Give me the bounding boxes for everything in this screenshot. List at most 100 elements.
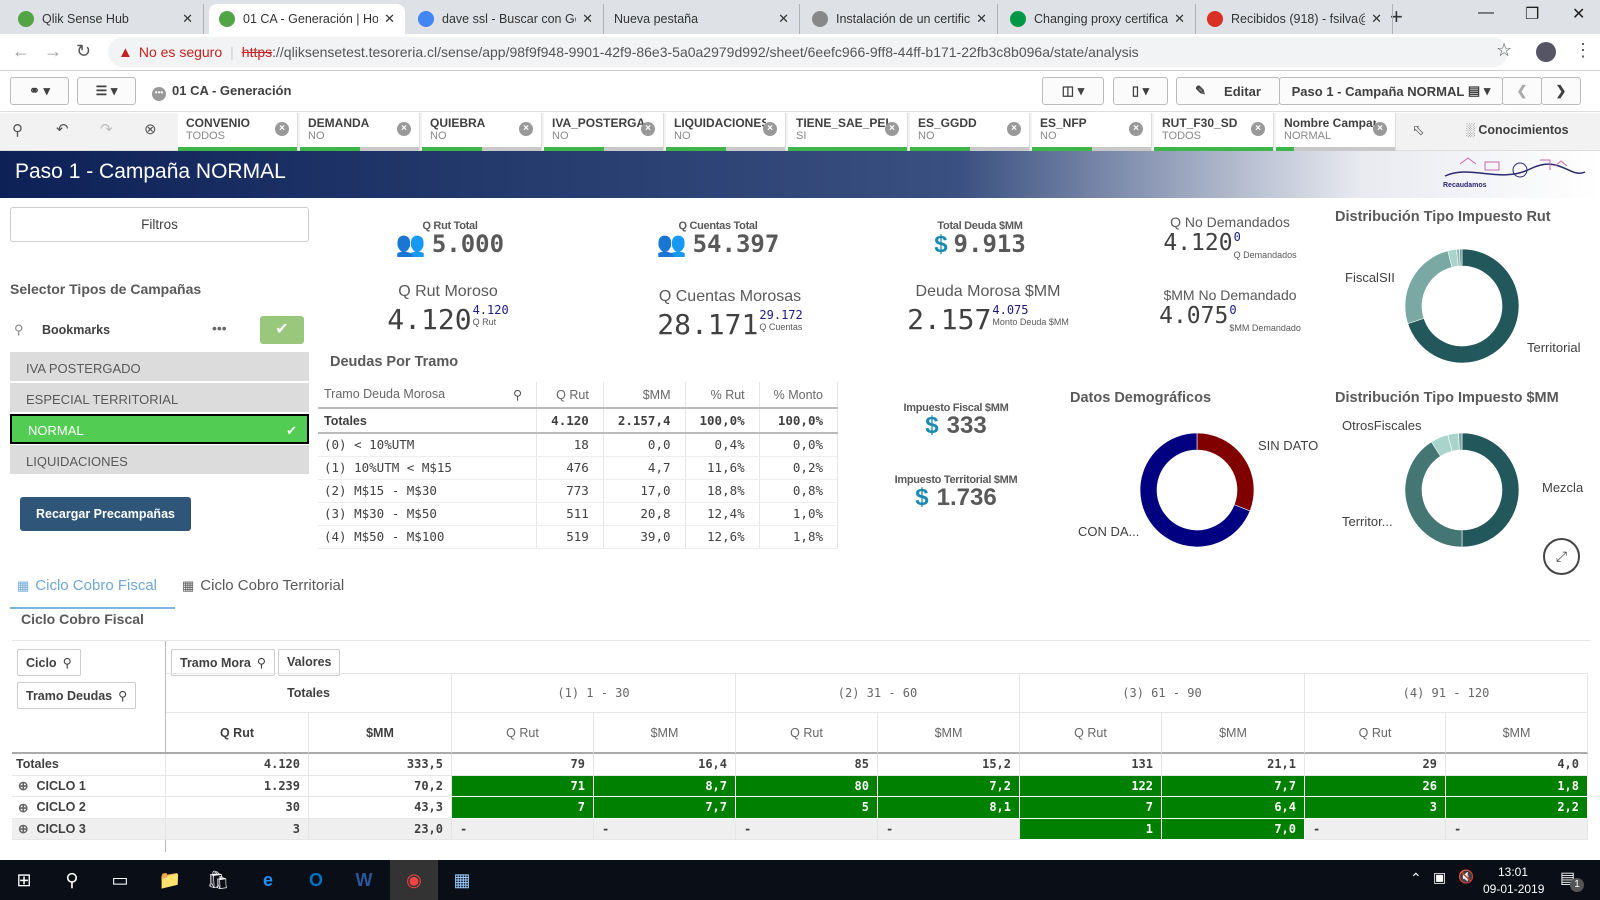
measure-header[interactable]: $MM xyxy=(594,713,736,754)
expand-plus-icon[interactable]: ⊕ xyxy=(18,778,28,793)
bookmarks-label[interactable]: Bookmarks xyxy=(42,323,110,337)
column-group-header[interactable]: (1) 1 - 30 xyxy=(452,673,736,713)
measure-header[interactable]: Q Rut xyxy=(1305,713,1446,754)
donut-slice[interactable] xyxy=(1462,433,1519,547)
global-menu-button[interactable]: ☰ ▾ xyxy=(77,77,136,105)
clear-selection-icon[interactable]: × xyxy=(519,122,533,136)
volume-muted-icon[interactable]: 🔇 xyxy=(1458,869,1474,885)
donut-slice[interactable] xyxy=(1197,433,1254,511)
browser-tab[interactable]: Instalación de un certificado✕ xyxy=(802,4,998,34)
store-icon[interactable]: 🛍 xyxy=(194,860,242,900)
search-icon[interactable]: ⚲ xyxy=(48,860,96,900)
clear-selection-icon[interactable]: × xyxy=(1007,122,1021,136)
notification-center-icon[interactable]: ▤1 xyxy=(1560,868,1575,888)
browser-tab[interactable]: Nueva pestaña✕ xyxy=(604,4,800,34)
column-header[interactable]: Q Rut xyxy=(537,382,604,408)
file-explorer-icon[interactable]: 📁 xyxy=(146,860,194,900)
donut-chart[interactable] xyxy=(1132,425,1262,555)
column-group-header[interactable]: Totales xyxy=(166,673,452,713)
next-sheet-button[interactable]: ❯ xyxy=(1541,77,1581,105)
selection-chip[interactable]: RUT_F30_SDTODOS× xyxy=(1154,113,1274,151)
network-icon[interactable]: ▣ xyxy=(1433,869,1446,886)
donut-chart[interactable] xyxy=(1397,241,1527,371)
donut-slice[interactable] xyxy=(1405,251,1452,324)
step-forward-icon[interactable]: ↷ xyxy=(100,120,113,138)
selection-chip[interactable]: ES_NFPNO× xyxy=(1032,113,1152,151)
clear-all-icon[interactable]: ⊗ xyxy=(144,120,157,138)
deudas-por-tramo-table[interactable]: Tramo Deuda Morosa⚲Q Rut$MM% Rut% Monto … xyxy=(318,382,838,560)
close-tab-icon[interactable]: ✕ xyxy=(384,11,395,27)
donut-slice[interactable] xyxy=(1405,442,1462,547)
search-icon[interactable]: ⚲ xyxy=(513,387,522,402)
navigation-menu-button[interactable]: ⚭ ▾ xyxy=(10,77,69,105)
measure-header[interactable]: $MM xyxy=(1162,713,1305,754)
clock-date[interactable]: 09-01-2019 xyxy=(1483,882,1544,896)
measure-header[interactable]: $MM xyxy=(1446,713,1588,754)
row-dimension-button[interactable]: Tramo Deudas⚲ xyxy=(17,682,136,709)
clear-selection-icon[interactable]: × xyxy=(763,122,777,136)
present-button[interactable]: ◫ ▾ xyxy=(1042,77,1104,105)
donut-slice[interactable] xyxy=(1459,249,1462,266)
security-warning[interactable]: No es seguro xyxy=(139,44,222,60)
selection-chip[interactable]: CONVENIOTODOS× xyxy=(178,113,298,151)
measure-header[interactable]: $MM xyxy=(878,713,1020,754)
clear-selection-icon[interactable]: × xyxy=(641,122,655,136)
close-tab-icon[interactable]: ✕ xyxy=(182,11,193,27)
reload-precampaigns-button[interactable]: Recargar Precampañas xyxy=(20,497,191,531)
column-header[interactable]: $MM xyxy=(603,382,685,408)
close-tab-icon[interactable]: ✕ xyxy=(976,11,987,27)
column-group-header[interactable]: (4) 91 - 120 xyxy=(1305,673,1588,713)
selection-chip[interactable]: DEMANDANO× xyxy=(300,113,420,151)
edit-button[interactable]: ✎Editar xyxy=(1176,77,1280,105)
column-header[interactable]: % Rut xyxy=(685,382,759,408)
browser-menu-icon[interactable]: ⋮ xyxy=(1574,40,1592,61)
selection-chip[interactable]: QUIEBRANO× xyxy=(422,113,542,151)
selection-chip[interactable]: IVA_POSTERGA...NO× xyxy=(544,113,664,151)
clock-time[interactable]: 13:01 xyxy=(1498,865,1528,879)
more-options-icon[interactable]: ••• xyxy=(212,320,227,336)
campaign-list-item[interactable]: IVA POSTERGADO xyxy=(10,352,309,382)
internet-explorer-icon[interactable]: e xyxy=(244,860,292,900)
pivot-row-header[interactable]: ⊕CICLO 1 xyxy=(12,776,166,798)
campaign-list-item[interactable]: NORMAL✔ xyxy=(10,414,309,444)
row-dimension-button[interactable]: Ciclo⚲ xyxy=(17,649,81,676)
browser-tab[interactable]: dave ssl - Buscar con Google✕ xyxy=(408,4,604,34)
smart-search-icon[interactable]: ⚲ xyxy=(12,121,23,139)
confirm-selection-button[interactable]: ✔ xyxy=(260,316,304,344)
chrome-icon[interactable]: ◉ xyxy=(390,860,438,900)
clear-selection-icon[interactable]: × xyxy=(1251,122,1265,136)
insights-button[interactable]: ░ Conocimientos xyxy=(1466,123,1569,137)
forward-icon[interactable]: → xyxy=(44,41,62,62)
close-tab-icon[interactable]: ✕ xyxy=(582,11,593,27)
table-row[interactable]: (3) M$30 - M$5051120,812,4%1,0% xyxy=(318,502,838,525)
selection-tool-icon[interactable]: ⬁ xyxy=(1412,121,1425,139)
windows-start-icon[interactable]: ⊞ xyxy=(0,860,48,900)
measure-header[interactable]: Q Rut xyxy=(1020,713,1162,754)
profile-avatar[interactable] xyxy=(1536,42,1556,62)
selection-chip[interactable]: Nombre CampanaNORMAL× xyxy=(1276,113,1396,151)
search-icon[interactable]: ⚲ xyxy=(14,322,24,338)
sheet-selector[interactable]: Paso 1 - Campaña NORMAL ▤ ▾ xyxy=(1279,77,1503,105)
remote-app-icon[interactable]: ▦ xyxy=(438,860,486,900)
column-dimension-button[interactable]: Valores xyxy=(278,649,340,676)
clear-selection-icon[interactable]: × xyxy=(1129,122,1143,136)
expand-icon[interactable]: ⤢ xyxy=(1543,538,1580,575)
clear-selection-icon[interactable]: × xyxy=(397,122,411,136)
pivot-row-header[interactable]: ⊕CICLO 3 xyxy=(12,819,166,841)
column-header[interactable]: % Monto xyxy=(759,382,837,408)
step-back-icon[interactable]: ↶ xyxy=(56,120,69,138)
column-dimension-button[interactable]: Tramo Mora⚲ xyxy=(171,649,275,676)
table-row[interactable]: (1) 10%UTM < M$154764,711,6%0,2% xyxy=(318,456,838,479)
close-tab-icon[interactable]: ✕ xyxy=(1174,11,1185,27)
tray-chevron-icon[interactable]: ⌃ xyxy=(1410,870,1422,887)
selection-chip[interactable]: ES_GGDDNO× xyxy=(910,113,1030,151)
close-window-icon[interactable]: ✕ xyxy=(1572,4,1585,24)
reload-icon[interactable]: ↻ xyxy=(76,41,91,62)
clear-selection-icon[interactable]: × xyxy=(1373,122,1387,136)
url-input[interactable]: ▲ No es seguro | https ://qliksensetest.… xyxy=(108,37,1508,67)
measure-header[interactable]: Q Rut xyxy=(166,713,309,754)
browser-tab[interactable]: Qlik Sense Hub✕ xyxy=(8,4,204,34)
previous-sheet-button[interactable]: ❮ xyxy=(1502,77,1542,105)
outlook-icon[interactable]: O xyxy=(292,860,340,900)
table-row[interactable]: (2) M$15 - M$3077317,018,8%0,8% xyxy=(318,479,838,502)
